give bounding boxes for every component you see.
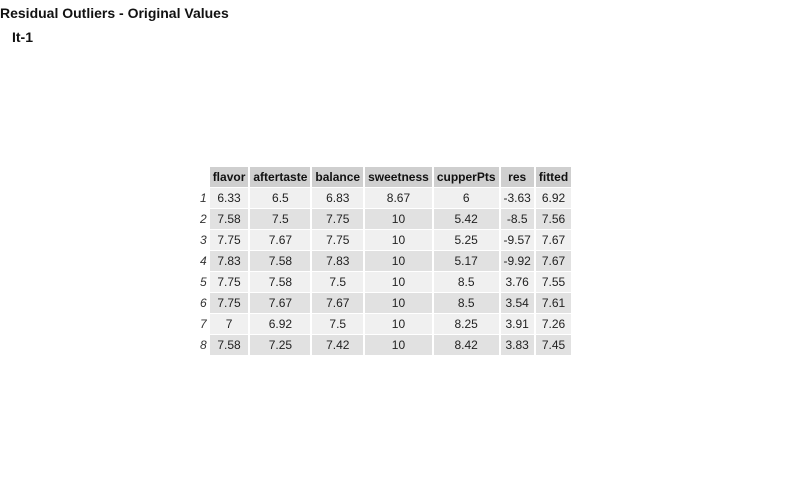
column-header: sweetness bbox=[365, 167, 432, 188]
table-cell: 7.61 bbox=[535, 293, 572, 314]
table-cell: 10 bbox=[365, 272, 432, 293]
table-cell: 7.5 bbox=[312, 272, 364, 293]
table-cell: 3.76 bbox=[500, 272, 534, 293]
table-cell: 5.25 bbox=[433, 230, 499, 251]
column-header: fitted bbox=[535, 167, 572, 188]
table-cell: 6.92 bbox=[535, 188, 572, 209]
row-index: 3 bbox=[200, 230, 208, 251]
table-row: 7 7 6.92 7.5 10 8.25 3.91 7.26 bbox=[200, 314, 572, 335]
table-cell: 6.33 bbox=[209, 188, 249, 209]
table-cell: 7.58 bbox=[209, 335, 249, 356]
table-cell: 5.42 bbox=[433, 209, 499, 230]
table-row: 2 7.58 7.5 7.75 10 5.42 -8.5 7.56 bbox=[200, 209, 572, 230]
column-header: aftertaste bbox=[250, 167, 311, 188]
row-index: 4 bbox=[200, 251, 208, 272]
table-row: 4 7.83 7.58 7.83 10 5.17 -9.92 7.67 bbox=[200, 251, 572, 272]
table-cell: 8.67 bbox=[365, 188, 432, 209]
table-cell: 10 bbox=[365, 314, 432, 335]
column-header: cupperPts bbox=[433, 167, 499, 188]
table-cell: 7.26 bbox=[535, 314, 572, 335]
table-cell: 5.17 bbox=[433, 251, 499, 272]
column-header: res bbox=[500, 167, 534, 188]
table-cell: 7.5 bbox=[312, 314, 364, 335]
table-cell: 6.83 bbox=[312, 188, 364, 209]
table-cell: 7.75 bbox=[312, 209, 364, 230]
column-header: balance bbox=[312, 167, 364, 188]
table-cell: 7.67 bbox=[312, 293, 364, 314]
table-cell: 7.75 bbox=[209, 272, 249, 293]
row-index: 8 bbox=[200, 335, 208, 356]
row-index: 2 bbox=[200, 209, 208, 230]
table-cell: -9.57 bbox=[500, 230, 534, 251]
table-cell: 7.42 bbox=[312, 335, 364, 356]
table-cell: 8.5 bbox=[433, 293, 499, 314]
table-cell: 7.67 bbox=[535, 251, 572, 272]
table-cell: 10 bbox=[365, 230, 432, 251]
table-header-row: flavor aftertaste balance sweetness cupp… bbox=[200, 167, 572, 188]
page-title: Residual Outliers - Original Values bbox=[0, 5, 229, 21]
table-cell: 7.55 bbox=[535, 272, 572, 293]
table-cell: 7.58 bbox=[250, 272, 311, 293]
table-cell: 10 bbox=[365, 335, 432, 356]
row-index: 7 bbox=[200, 314, 208, 335]
table-cell: 7.5 bbox=[250, 209, 311, 230]
table-cell: 8.5 bbox=[433, 272, 499, 293]
row-index: 1 bbox=[200, 188, 208, 209]
table-cell: -9.92 bbox=[500, 251, 534, 272]
table-cell: 7.58 bbox=[250, 251, 311, 272]
table-cell: 8.25 bbox=[433, 314, 499, 335]
table-cell: 6.92 bbox=[250, 314, 311, 335]
table-cell: 7.75 bbox=[209, 230, 249, 251]
table-row: 6 7.75 7.67 7.67 10 8.5 3.54 7.61 bbox=[200, 293, 572, 314]
table-cell: 7.67 bbox=[535, 230, 572, 251]
table-row: 5 7.75 7.58 7.5 10 8.5 3.76 7.55 bbox=[200, 272, 572, 293]
table-cell: 3.83 bbox=[500, 335, 534, 356]
table-cell: 7.58 bbox=[209, 209, 249, 230]
table-cell: 10 bbox=[365, 209, 432, 230]
column-header: flavor bbox=[209, 167, 249, 188]
table-cell: 3.91 bbox=[500, 314, 534, 335]
table-cell: 3.54 bbox=[500, 293, 534, 314]
table-row: 8 7.58 7.25 7.42 10 8.42 3.83 7.45 bbox=[200, 335, 572, 356]
table-cell: 7.25 bbox=[250, 335, 311, 356]
table-cell: -8.5 bbox=[500, 209, 534, 230]
index-column-header bbox=[200, 167, 208, 188]
row-index: 6 bbox=[200, 293, 208, 314]
table-cell: 7.75 bbox=[312, 230, 364, 251]
outliers-table-container: flavor aftertaste balance sweetness cupp… bbox=[198, 167, 573, 356]
table-row: 1 6.33 6.5 6.83 8.67 6 -3.63 6.92 bbox=[200, 188, 572, 209]
table-cell: 7.67 bbox=[250, 230, 311, 251]
table-row: 3 7.75 7.67 7.75 10 5.25 -9.57 7.67 bbox=[200, 230, 572, 251]
table-cell: 7.45 bbox=[535, 335, 572, 356]
table-cell: 7 bbox=[209, 314, 249, 335]
table-cell: 6 bbox=[433, 188, 499, 209]
table-cell: 6.5 bbox=[250, 188, 311, 209]
residual-outliers-table: flavor aftertaste balance sweetness cupp… bbox=[198, 167, 573, 356]
table-cell: 10 bbox=[365, 293, 432, 314]
table-cell: 7.83 bbox=[312, 251, 364, 272]
page-subtitle: It-1 bbox=[12, 29, 33, 45]
table-cell: 7.56 bbox=[535, 209, 572, 230]
table-cell: 7.67 bbox=[250, 293, 311, 314]
table-cell: -3.63 bbox=[500, 188, 534, 209]
table-cell: 10 bbox=[365, 251, 432, 272]
table-cell: 7.83 bbox=[209, 251, 249, 272]
table-cell: 7.75 bbox=[209, 293, 249, 314]
table-cell: 8.42 bbox=[433, 335, 499, 356]
row-index: 5 bbox=[200, 272, 208, 293]
